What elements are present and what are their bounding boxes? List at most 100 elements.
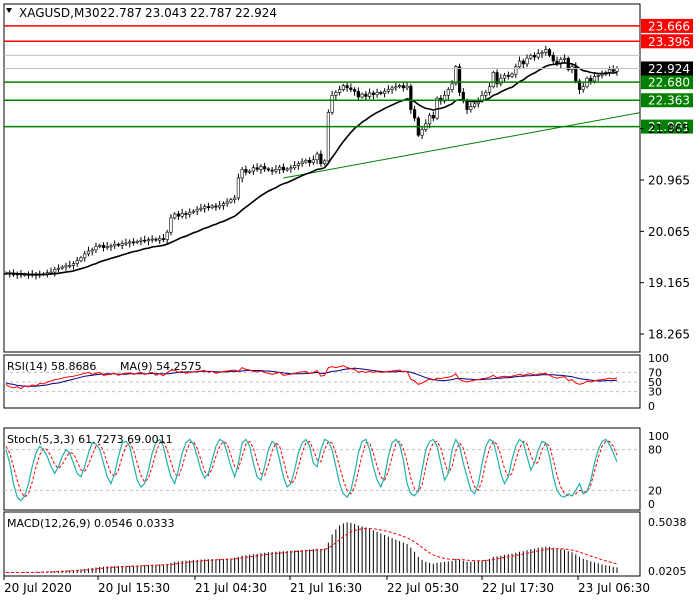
candle-body	[544, 49, 548, 53]
candle-body	[311, 159, 315, 163]
candle-body	[120, 243, 124, 246]
stoch-signal-line	[5, 440, 618, 498]
candle-body	[165, 231, 169, 240]
level-tag-21.901	[641, 119, 693, 134]
candle-body	[293, 165, 297, 169]
candle-body	[589, 77, 593, 82]
candle-body	[124, 242, 128, 245]
rsi-ma-label: MA(9) 54.2575	[120, 360, 202, 373]
candle-body	[135, 241, 139, 243]
candle-body	[113, 243, 117, 247]
candle-body	[131, 241, 136, 244]
symbol-label: XAGUSD,M30	[19, 6, 100, 20]
candle-body	[285, 168, 289, 171]
candle-body	[300, 161, 304, 165]
rsi-label: RSI(14) 58.8686	[7, 360, 96, 373]
candle-body	[274, 169, 278, 172]
candle-body	[521, 60, 525, 65]
panel-frames	[3, 3, 641, 577]
candle-body	[79, 257, 83, 262]
candle-body	[263, 166, 267, 170]
candle-body	[551, 55, 555, 62]
candle-body	[143, 239, 147, 242]
candle-body	[86, 250, 91, 255]
moving-average-line	[6, 61, 618, 276]
rsi-ma-line	[5, 367, 618, 387]
candle-body	[431, 114, 435, 119]
candle-body	[98, 245, 102, 247]
level-tag-22.363	[641, 93, 693, 108]
rsi-line	[5, 365, 618, 390]
candle-body	[281, 166, 285, 171]
price-tick-label: 20.965	[648, 173, 690, 187]
candle-body	[412, 109, 417, 119]
candle-body	[375, 92, 379, 96]
candle-body	[203, 206, 207, 209]
macd-axis-label: 0.5038	[648, 516, 687, 529]
candle-body	[255, 167, 259, 170]
level-tag-23.666	[641, 18, 693, 33]
price-tick-label: 21.865	[648, 122, 690, 136]
ohlc-close: 22.924	[235, 6, 277, 20]
candle-body	[315, 153, 319, 161]
candle-body	[278, 166, 282, 170]
candle-body	[323, 160, 327, 165]
macd-signal-line	[6, 528, 618, 573]
candle-body	[487, 86, 492, 93]
candle-body	[427, 114, 432, 125]
candle-body	[319, 153, 323, 165]
ohlc-low: 22.787	[190, 6, 232, 20]
candle-body	[173, 213, 177, 219]
time-axis-label: 21 Jul 16:30	[290, 581, 362, 595]
candle-body	[499, 77, 503, 85]
price-tick-label: 18.265	[648, 328, 690, 342]
candle-body	[506, 75, 510, 77]
candle-body	[390, 87, 394, 90]
candle-body	[596, 75, 600, 77]
candle-body	[169, 217, 173, 233]
candle-body	[465, 100, 469, 110]
candle-body	[532, 55, 537, 58]
candle-body	[259, 166, 263, 170]
candle-body	[577, 80, 582, 90]
candle-body	[150, 238, 154, 241]
candle-body	[128, 241, 132, 244]
stoch-label: Stoch(5,3,3) 61.7273 69.0011	[7, 433, 173, 446]
candle-body	[244, 169, 248, 173]
candle-body	[330, 94, 334, 113]
stoch-axis-label: 20	[648, 484, 662, 497]
rsi-axis-label: 50	[648, 376, 662, 389]
rsi-axis-label: 100	[648, 352, 669, 365]
candle-body	[218, 205, 222, 208]
candle-body	[229, 199, 233, 203]
candle-body	[116, 243, 121, 246]
stoch-axis-label: 0	[648, 498, 655, 511]
candle-body	[379, 92, 383, 94]
candle-body	[225, 201, 229, 204]
candle-body	[510, 73, 514, 77]
rsi-axis-label: 70	[648, 366, 662, 379]
candle-body	[154, 238, 158, 241]
candle-body	[266, 168, 270, 171]
candle-body	[105, 246, 109, 248]
stoch-axis-label: 100	[648, 430, 669, 443]
candle-body	[75, 260, 79, 264]
rsi-axis-label: 30	[648, 386, 662, 399]
stoch-axis-label: 80	[648, 444, 662, 457]
candle-body	[469, 106, 473, 110]
candle-body	[71, 263, 76, 266]
candle-body	[94, 246, 98, 251]
candle-body	[611, 69, 615, 72]
candle-body	[248, 170, 252, 173]
dropdown-arrow-icon[interactable]	[6, 8, 12, 13]
candle-body	[68, 264, 72, 267]
candle-body	[364, 93, 368, 97]
candle-body	[536, 53, 540, 58]
level-label-23.396: 23.396	[648, 35, 690, 49]
stoch-panel-frame	[3, 427, 641, 511]
candle-body	[574, 66, 578, 82]
candle-body	[304, 160, 308, 163]
candle-body	[240, 169, 244, 179]
candle-body	[420, 129, 424, 136]
